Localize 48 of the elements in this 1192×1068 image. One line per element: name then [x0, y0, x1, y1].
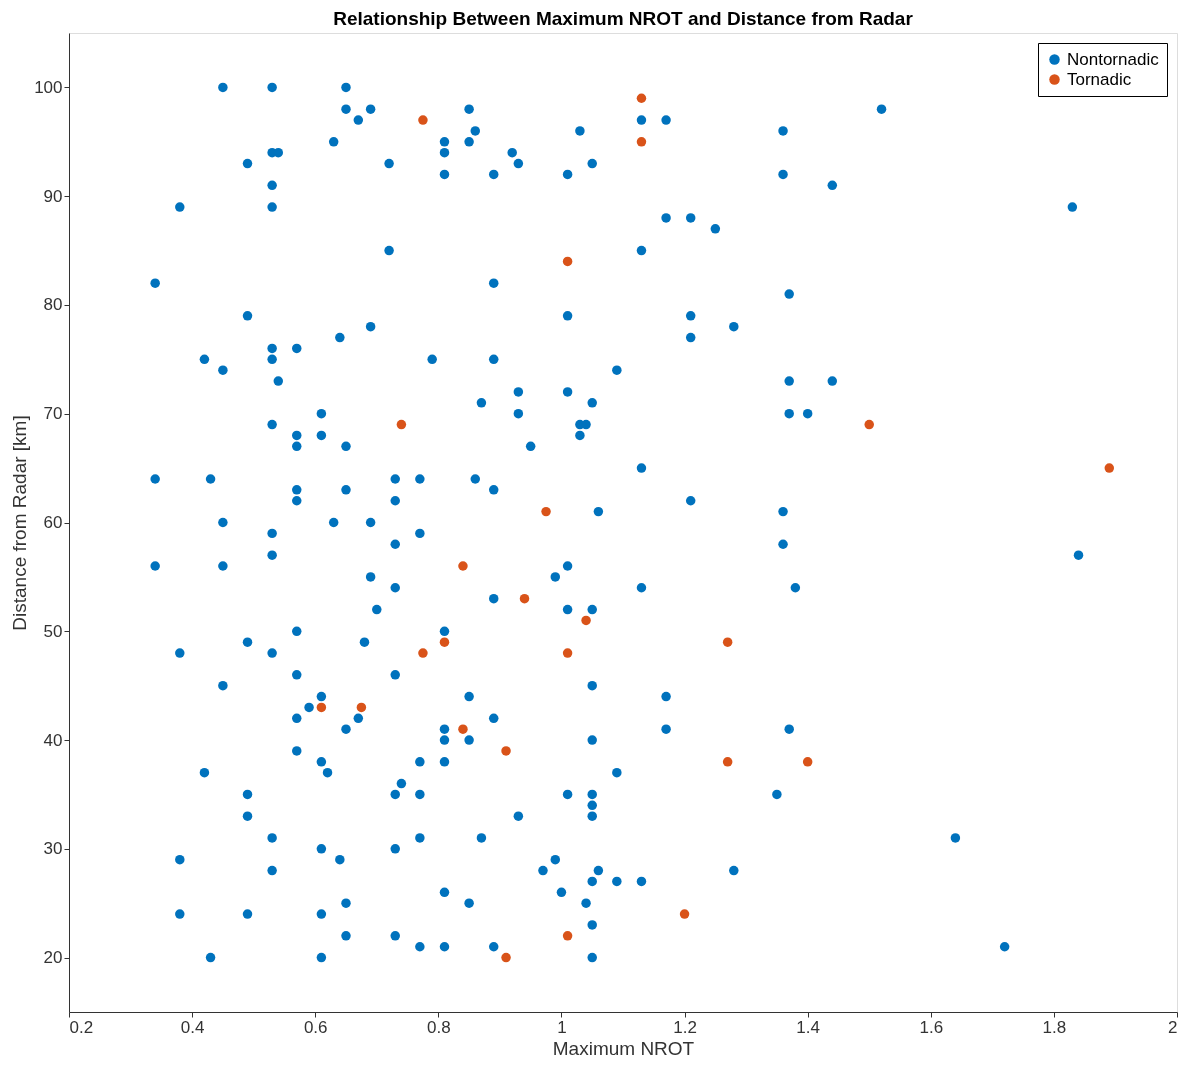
y-tick-label: 60 [43, 513, 63, 532]
point [1104, 463, 1115, 473]
point [581, 615, 591, 626]
x-axis-title: Maximum NROT [552, 1037, 695, 1059]
x-tick-label: 1.6 [919, 1017, 944, 1037]
x-tick-label: 0.4 [180, 1017, 205, 1037]
point [418, 648, 428, 658]
point [356, 702, 367, 713]
point [458, 561, 468, 571]
point [722, 637, 733, 647]
point [541, 506, 551, 517]
y-tick-label: 30 [43, 839, 63, 859]
x-tick-label: 1 [557, 1017, 567, 1037]
point [722, 757, 733, 767]
point [802, 757, 813, 767]
point [562, 931, 573, 941]
x-tick-label: 0.6 [303, 1017, 328, 1037]
point [501, 746, 511, 756]
legend-label: Nontornadic [1067, 49, 1160, 69]
point [636, 93, 647, 103]
point [439, 637, 450, 647]
point [636, 137, 647, 147]
point [519, 593, 530, 604]
x-tick-label: 0.8 [427, 1017, 451, 1037]
y-axis-title: Distance from Radar [km] [9, 415, 31, 631]
y-tick-label: 90 [43, 186, 63, 206]
y-tick-label: 20 [43, 948, 63, 968]
point [458, 724, 468, 734]
point [864, 419, 874, 430]
x-tick-label: 1.2 [673, 1017, 697, 1037]
y-tick-label: 80 [43, 295, 63, 315]
x-tick-label: 1.4 [796, 1017, 820, 1037]
point [316, 702, 327, 713]
point [562, 256, 573, 267]
point [679, 909, 690, 919]
y-tick-label: 70 [43, 404, 63, 424]
point [396, 419, 407, 430]
x-tick-label: 2 [1168, 1017, 1178, 1037]
x-tick-label: 1.8 [1042, 1017, 1067, 1037]
y-tick-label: 100 [34, 77, 63, 97]
point [562, 648, 573, 658]
point [418, 115, 428, 125]
y-tick-label: 40 [43, 730, 63, 750]
chart-title: Relationship Between Maximum NROT and Distance from Radar [333, 8, 914, 29]
legend-label: Tornadic [1067, 69, 1132, 89]
x-tick-label: 0.2 [69, 1017, 94, 1037]
point [501, 952, 511, 963]
y-tick-label: 50 [43, 621, 63, 641]
